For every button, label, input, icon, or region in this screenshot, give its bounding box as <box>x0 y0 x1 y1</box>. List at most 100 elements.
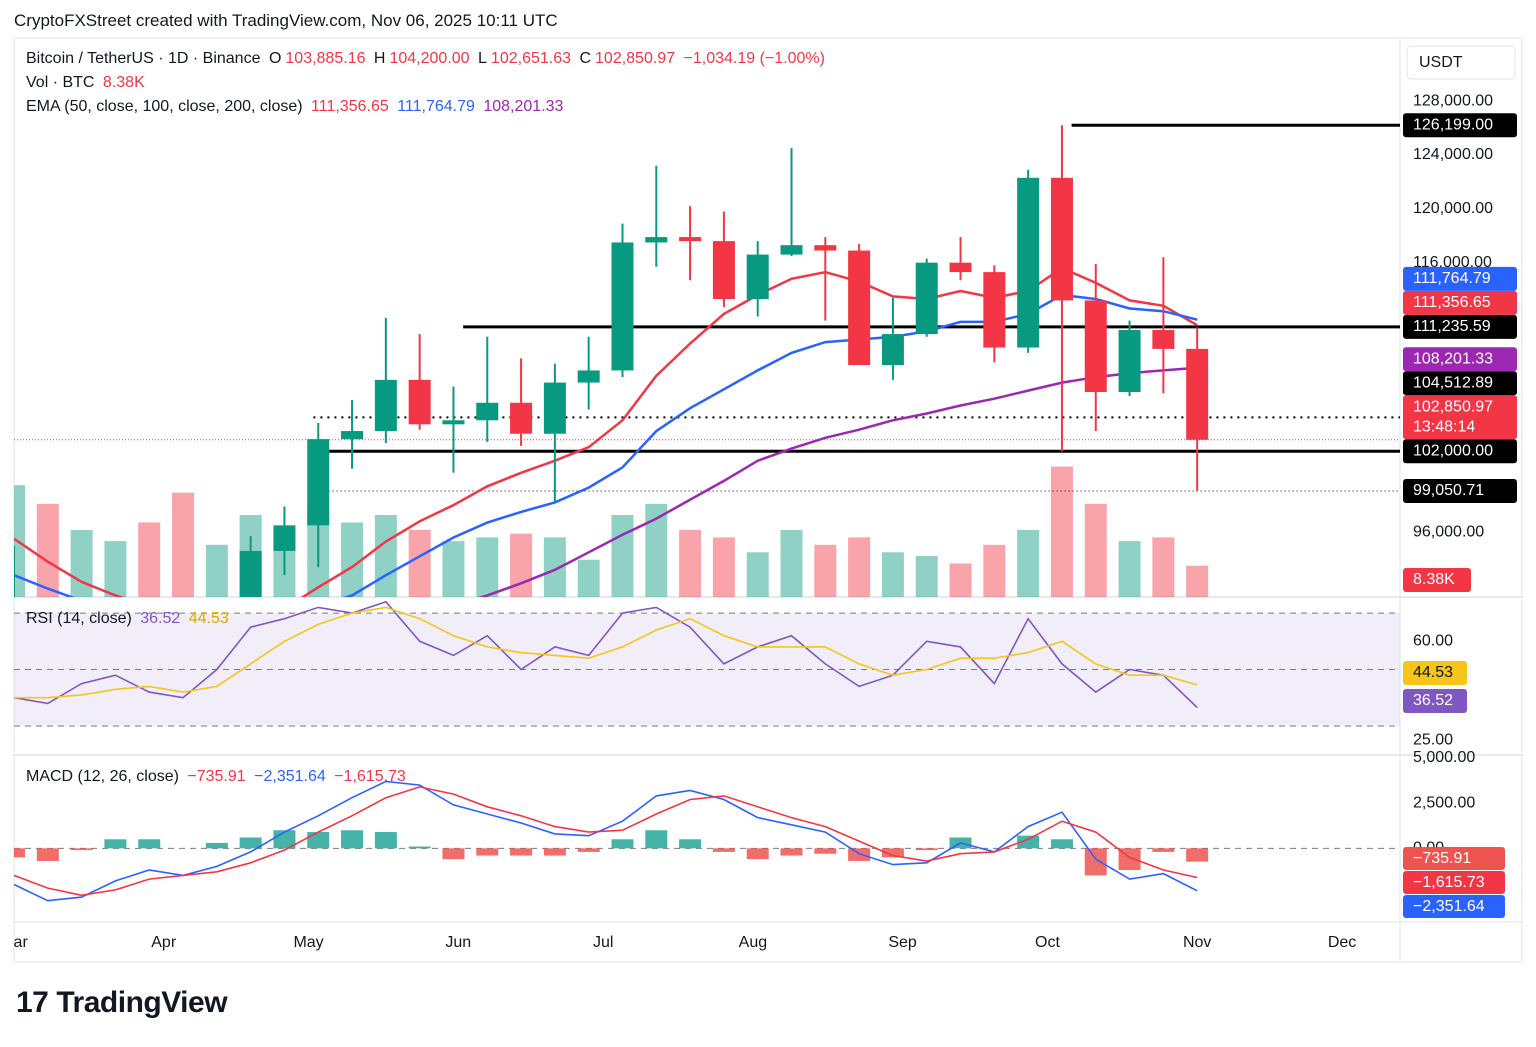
y-tick-label: 25.00 <box>1413 731 1453 748</box>
price-badge-label: 102,000.00 <box>1413 442 1493 459</box>
macd-histogram-bar <box>341 830 364 849</box>
volume-bar <box>104 541 127 597</box>
volume-bar <box>679 529 702 597</box>
volume-bar <box>712 537 735 597</box>
logo: 17 TradingView <box>16 986 228 1020</box>
macd-histogram-bar <box>1084 848 1107 876</box>
macd-histogram-bar <box>881 848 904 858</box>
price-badge-label: 111,235.59 <box>1413 318 1491 335</box>
x-tick-label: Oct <box>1035 934 1060 951</box>
volume-value: 8.38K <box>102 74 145 91</box>
macd-histogram-bar <box>1017 835 1040 849</box>
attribution: CryptoFXStreet created with TradingView.… <box>14 11 558 30</box>
logo-mark: 17 <box>16 986 49 1019</box>
candle-body <box>915 262 938 335</box>
price-badge <box>1403 113 1517 138</box>
y-tick-label: 124,000.00 <box>1413 146 1493 163</box>
x-axis: Mar Apr May Jun Jul Aug Sep Oct Nov Dec <box>14 934 1356 951</box>
price-badge <box>1403 395 1517 440</box>
volume-bar <box>1152 537 1175 597</box>
currency-box[interactable] <box>1406 45 1516 80</box>
price-badge <box>1403 478 1517 503</box>
volume-bar <box>374 515 397 597</box>
price-badge-label: 102,850.97 <box>1413 398 1493 415</box>
hist-value: −735.91 <box>187 768 246 785</box>
volume-bar <box>442 541 465 597</box>
volume-bar <box>881 552 904 597</box>
rsi-value: 36.52 <box>140 610 181 627</box>
macd-badge-label: −1,615.73 <box>1413 874 1485 891</box>
macd-value: −2,351.64 <box>254 768 326 785</box>
candle-body <box>848 250 871 366</box>
candle-body <box>1152 330 1175 349</box>
ema-value: 108,201.33 <box>483 98 564 115</box>
x-tick-label: Sep <box>888 934 917 951</box>
volume-bar <box>543 537 566 597</box>
macd-histogram-bar <box>780 848 803 856</box>
macd-histogram-bar <box>1152 848 1175 852</box>
macd-histogram-bar <box>543 848 566 856</box>
macd-badge-label: −2,351.64 <box>1413 898 1485 915</box>
candle-body <box>239 550 262 597</box>
price-pane <box>14 123 1400 597</box>
ema-title: EMA (50, close, 100, close, 200, close) <box>26 98 303 115</box>
macd-badge <box>1403 895 1505 918</box>
frame <box>13 37 1523 963</box>
volume-bar <box>949 563 972 597</box>
macd-line <box>14 780 1198 902</box>
candle-body <box>645 237 668 243</box>
rsi-line <box>14 600 1198 709</box>
candle-body <box>307 439 330 526</box>
x-tick-label: Jul <box>593 934 613 951</box>
candle-body <box>814 245 837 251</box>
ohlc-value: 103,885.16 <box>285 50 366 67</box>
ema-line <box>478 366 1198 597</box>
macd-legend: MACD (12, 26, close) −735.91 −2,351.64 −… <box>26 768 410 786</box>
macd-histogram-bar <box>239 837 262 849</box>
ema-value: 111,764.79 <box>397 98 475 115</box>
symbol-legend: Bitcoin / TetherUS · 1D · Binance O 103,8… <box>26 50 829 68</box>
volume-bar <box>172 492 195 597</box>
signal-value: −1,615.73 <box>334 768 406 785</box>
price-badge-label: 104,512.89 <box>1413 374 1493 391</box>
macd-histogram-bar <box>577 848 600 852</box>
volume-bar <box>341 522 364 597</box>
y-tick-label: 128,000.00 <box>1413 92 1493 109</box>
rsi-badge-label: 36.52 <box>1413 692 1453 709</box>
macd-histogram-bar <box>307 832 330 849</box>
macd-histogram-bar <box>1050 839 1073 849</box>
symbol: Bitcoin / TetherUS · 1D · Binance <box>26 50 261 67</box>
candle-body <box>577 370 600 383</box>
y-tick-label: 116,000.00 <box>1413 254 1492 271</box>
macd-pane <box>14 780 1400 902</box>
macd-histogram-bar <box>510 848 533 856</box>
volume-bar <box>476 537 499 597</box>
macd-histogram-bar <box>205 842 228 849</box>
macd-histogram-bar <box>645 830 668 849</box>
candle-body <box>273 525 296 551</box>
volume-bar <box>1050 466 1073 597</box>
candle-body <box>1186 348 1209 440</box>
volume-bar <box>1017 529 1040 597</box>
y-tick-label: 60.00 <box>1413 633 1453 650</box>
ohlc-value: 104,200.00 <box>389 50 470 67</box>
y-tick-label: 5,000.00 <box>1413 749 1475 766</box>
countdown: 13:48:14 <box>1413 418 1475 435</box>
volume-bar <box>611 515 634 597</box>
macd-histogram-bar <box>1186 848 1209 862</box>
price-badge <box>1403 266 1517 291</box>
x-tick-label: Nov <box>1183 934 1211 951</box>
price-badge-label: 111,356.65 <box>1413 294 1491 311</box>
candle-body <box>1050 177 1073 301</box>
volume-legend: Vol · BTC 8.38K <box>26 74 149 92</box>
price-badge-label: 126,199.00 <box>1413 117 1493 134</box>
macd-line <box>14 786 1198 897</box>
ohlc-value: 102,651.63 <box>490 50 571 67</box>
candle-body <box>510 402 533 434</box>
rsi-badge <box>1403 661 1467 685</box>
volume-badge-label: 8.38K <box>1413 571 1455 588</box>
ohlc-key: H <box>373 50 386 67</box>
candle-body <box>374 379 397 432</box>
